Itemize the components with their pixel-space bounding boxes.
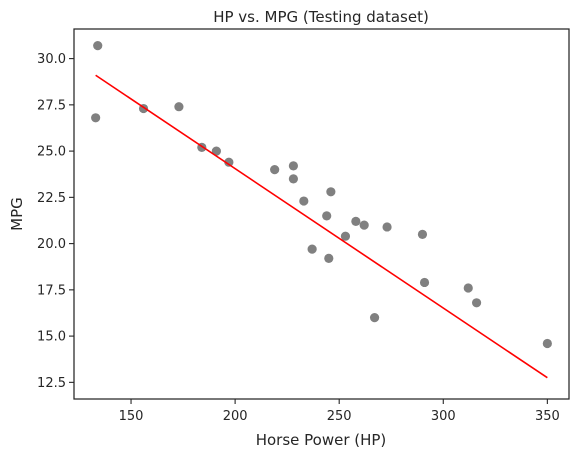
plot-frame [73, 28, 570, 400]
data-point-4 [174, 102, 184, 112]
x-tick-label: 300 [431, 409, 456, 424]
plot-area [91, 41, 552, 379]
data-point-1 [93, 41, 103, 51]
chart-title: HP vs. MPG (Testing dataset) [213, 8, 429, 26]
x-axis-label: Horse Power (HP) [256, 431, 387, 449]
y-axis-label: MPG [8, 197, 26, 231]
y-tick-label: 20.0 [37, 237, 66, 252]
data-point-13 [322, 211, 332, 221]
x-tick-label: 350 [535, 409, 560, 424]
y-axis-ticks: 12.5 15.0 17.5 20.0 22.5 25.0 27.5 30.0 [37, 52, 74, 391]
data-point-10 [288, 174, 298, 184]
y-tick-label: 17.5 [37, 283, 66, 298]
data-point-18 [359, 220, 369, 230]
data-point-11 [299, 196, 309, 206]
y-tick-label: 30.0 [37, 52, 66, 67]
x-tick-label: 200 [223, 409, 248, 424]
data-point-2 [91, 113, 101, 123]
y-tick-label: 15.0 [37, 330, 66, 345]
data-point-22 [419, 277, 430, 288]
y-tick-label: 27.5 [37, 98, 66, 113]
y-tick-label: 12.5 [37, 376, 66, 391]
data-point-6 [211, 146, 221, 156]
data-point-15 [324, 253, 334, 263]
x-tick-label: 150 [119, 409, 144, 424]
data-point-9 [288, 161, 298, 171]
y-tick-label: 25.0 [37, 145, 66, 160]
x-tick-label: 250 [327, 409, 352, 424]
data-point-7 [224, 157, 234, 167]
data-point-21 [417, 229, 428, 239]
data-point-25 [542, 338, 552, 349]
data-point-16 [340, 231, 351, 241]
data-point-20 [369, 313, 380, 323]
x-axis-ticks: 150 200 250 300 350 [119, 399, 560, 424]
y-tick-label: 22.5 [37, 191, 66, 206]
data-point-24 [471, 298, 482, 308]
data-point-12 [326, 187, 336, 197]
data-point-17 [351, 216, 361, 226]
data-point-14 [307, 244, 317, 254]
data-point-8 [270, 165, 280, 175]
data-point-23 [463, 283, 473, 293]
regression-line [95, 74, 548, 379]
data-point-19 [382, 222, 392, 232]
